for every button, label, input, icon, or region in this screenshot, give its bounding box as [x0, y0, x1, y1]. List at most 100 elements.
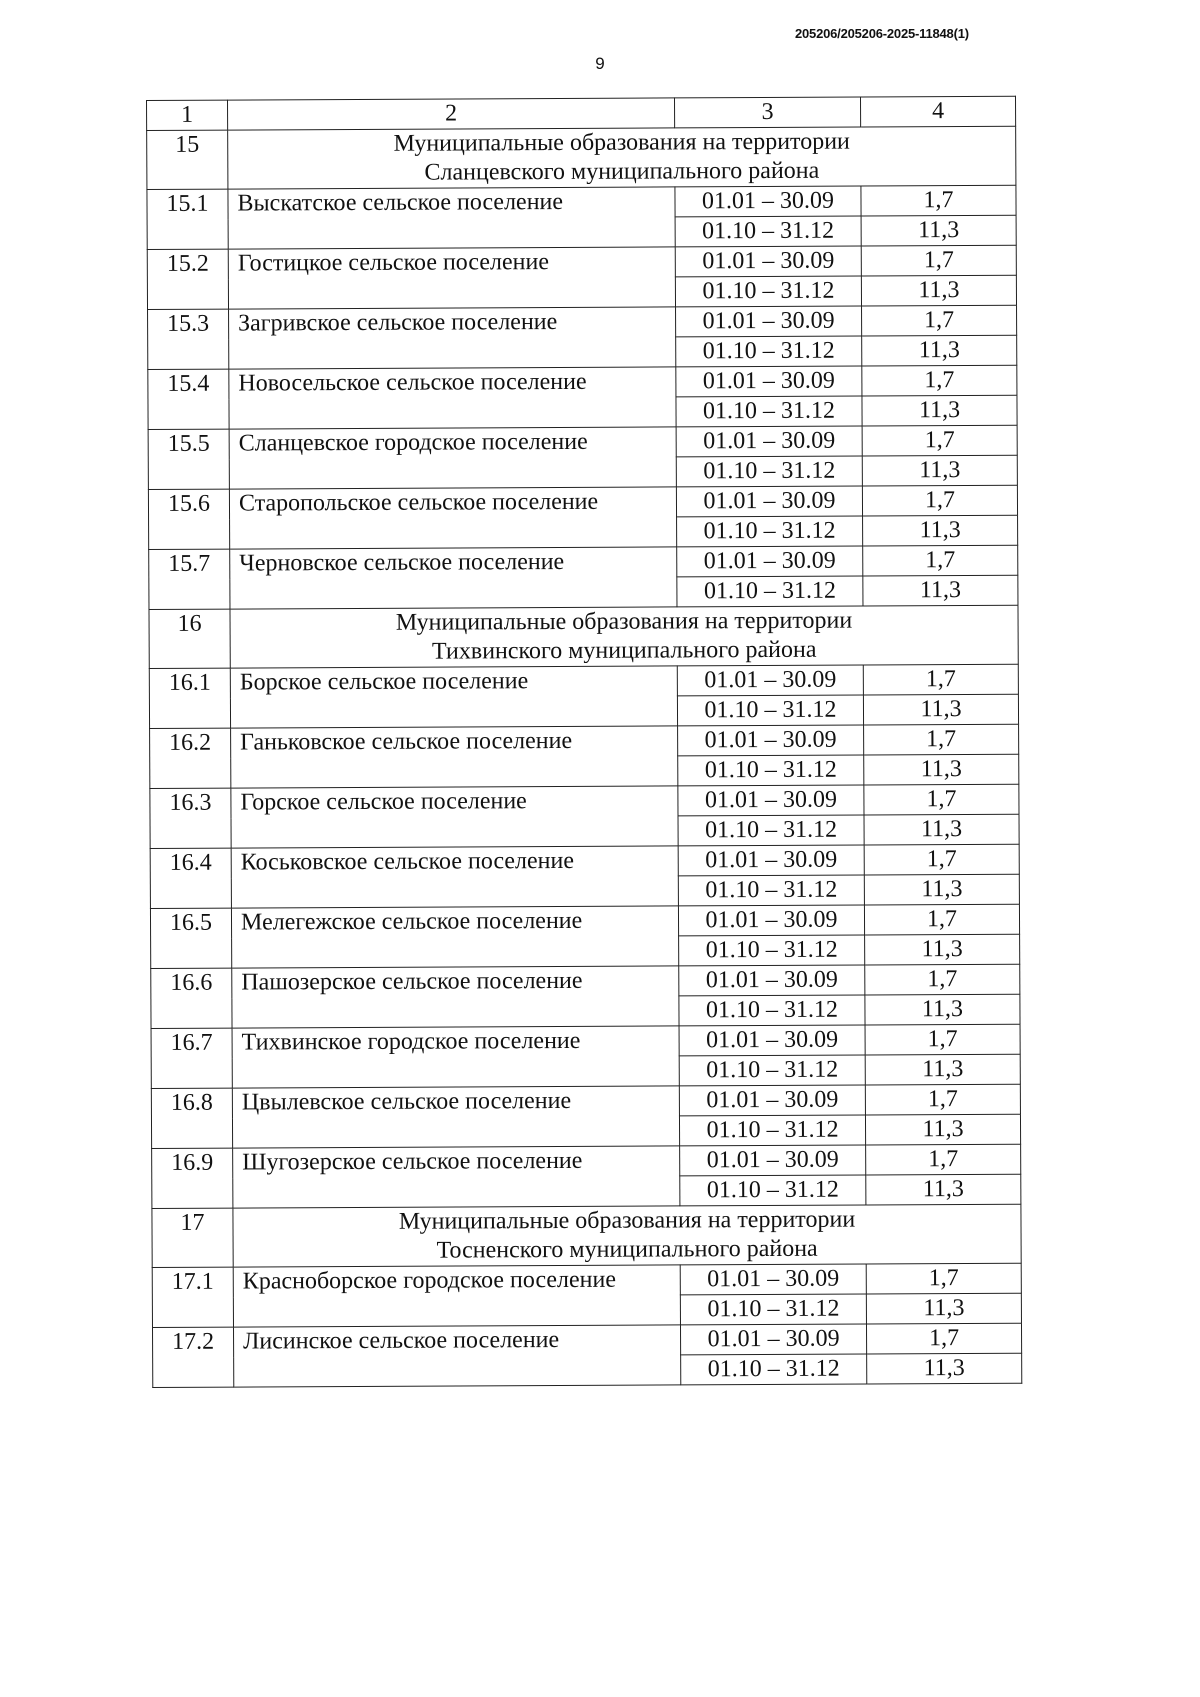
value-cell: 1,7: [865, 1024, 1021, 1055]
settlement-name: Цвылевское сельское поселение: [232, 1085, 680, 1149]
period-cell: 01.10 – 31.12: [677, 755, 864, 786]
value-cell: 11,3: [866, 1353, 1022, 1384]
period-cell: 01.01 – 30.09: [677, 725, 864, 756]
table-row: 15.2 Гостицкое сельское поселение 01.01 – …: [147, 245, 1017, 310]
row-number: 16.4: [150, 848, 232, 909]
section-title-line: Муниципальные образования на территории: [395, 607, 853, 636]
settlement-name: Ганьковское сельское поселение: [230, 725, 678, 789]
period-cell: 01.10 – 31.12: [675, 276, 862, 307]
table-row: 16.2 Ганьковское сельское поселение 01.01 …: [149, 724, 1019, 789]
table-body: 1 2 3 4 15 Муниципальные образования на т…: [146, 96, 1022, 1388]
row-number: 16.8: [151, 1088, 233, 1149]
value-cell: 1,7: [863, 724, 1019, 756]
value-cell: 11,3: [861, 335, 1017, 367]
value-cell: 1,7: [864, 844, 1020, 875]
period-cell: 01.01 – 30.09: [679, 1024, 866, 1056]
settlement-name: Гостицкое сельское поселение: [228, 246, 676, 310]
value-cell: 1,7: [865, 1084, 1021, 1115]
period-cell: 01.10 – 31.12: [678, 994, 866, 1026]
period-cell: 01.01 – 30.09: [679, 1084, 866, 1116]
row-number: 15.1: [146, 189, 229, 250]
row-number: 16.5: [150, 908, 232, 969]
settlement-name: Лисинское сельское поселение: [233, 1324, 681, 1388]
period-cell: 01.01 – 30.09: [680, 1323, 867, 1355]
section-title: Муниципальные образования на территории Т…: [232, 1204, 1022, 1268]
period-cell: 01.01 – 30.09: [678, 844, 865, 876]
period-cell: 01.01 – 30.09: [676, 546, 863, 577]
value-cell: 11,3: [864, 874, 1020, 905]
value-cell: 1,7: [863, 784, 1020, 815]
document-id: 205206/205206-2025-11848(1): [795, 26, 969, 41]
table-row: 15.1 Выскатское сельское поселение 01.01 –…: [146, 185, 1017, 250]
value-cell: 11,3: [865, 1174, 1021, 1205]
section-row: 16 Муниципальные образования на территори…: [148, 605, 1019, 669]
row-number: 16.1: [149, 668, 231, 729]
value-cell: 1,7: [866, 1323, 1022, 1354]
settlement-name: Черновское сельское поселение: [229, 546, 677, 610]
period-cell: 01.10 – 31.12: [679, 1174, 866, 1206]
period-cell: 01.01 – 30.09: [674, 186, 862, 217]
row-number: 15.7: [148, 549, 230, 610]
period-cell: 01.10 – 31.12: [676, 516, 863, 547]
row-number: 17.1: [152, 1267, 234, 1328]
table-row: 17.2 Лисинское сельское поселение 01.01 – …: [152, 1323, 1022, 1388]
value-cell: 11,3: [861, 395, 1018, 427]
value-cell: 11,3: [863, 754, 1019, 786]
settlement-name: Новосельское сельское поселение: [228, 366, 677, 430]
period-cell: 01.10 – 31.12: [680, 1293, 867, 1325]
value-cell: 1,7: [861, 305, 1017, 337]
period-cell: 01.01 – 30.09: [678, 964, 865, 996]
header-cell-2: 2: [227, 97, 675, 131]
table-row: 15.4 Новосельское сельское поселение 01.01…: [147, 365, 1017, 430]
header-cell-1: 1: [146, 100, 228, 131]
table-row: 15.5 Сланцевское городское поселение 01.01…: [148, 425, 1018, 490]
table-row: 15.3 Загривское сельское поселение 01.01 –…: [147, 305, 1017, 370]
value-cell: 1,7: [862, 485, 1018, 517]
value-cell: 1,7: [861, 245, 1017, 277]
value-cell: 11,3: [865, 1114, 1021, 1145]
period-cell: 01.01 – 30.09: [677, 665, 864, 696]
section-number: 17: [151, 1208, 234, 1268]
row-number: 15.2: [147, 249, 229, 310]
table-row: 16.5 Мелегежское сельское поселение 01.01 …: [150, 904, 1020, 969]
settlement-name: Старопольское сельское поселение: [229, 486, 677, 550]
value-cell: 1,7: [863, 664, 1019, 696]
section-number: 15: [146, 130, 228, 190]
table-row: 15.6 Старопольское сельское поселение 01.0…: [148, 485, 1018, 550]
period-cell: 01.10 – 31.12: [680, 1353, 867, 1385]
section-title-line: Муниципальные образования на территории: [398, 1206, 856, 1235]
period-cell: 01.01 – 30.09: [680, 1263, 867, 1295]
period-cell: 01.10 – 31.12: [676, 576, 863, 607]
page-number: 9: [595, 54, 605, 73]
row-number: 16.7: [151, 1028, 233, 1089]
period-cell: 01.10 – 31.12: [675, 216, 862, 247]
section-row: 15 Муниципальные образования на территори…: [146, 126, 1016, 190]
row-number: 17.2: [152, 1327, 234, 1388]
section-row: 17 Муниципальные образования на территори…: [151, 1204, 1022, 1268]
section-title: Муниципальные образования на территории Т…: [229, 605, 1019, 669]
section-title-line: Тихвинского муниципального района: [431, 636, 817, 665]
value-cell: 11,3: [862, 515, 1018, 547]
settlement-name: Выскатское сельское поселение: [227, 186, 676, 250]
table-row: 16.8 Цвылевское сельское поселение 01.01 –…: [151, 1084, 1021, 1149]
period-cell: 01.10 – 31.12: [679, 1114, 866, 1146]
settlement-name: Загривское сельское поселение: [228, 306, 676, 370]
period-cell: 01.01 – 30.09: [675, 246, 862, 277]
settlement-name: Борское сельское поселение: [230, 665, 678, 729]
value-cell: 11,3: [866, 1293, 1022, 1324]
value-cell: 11,3: [861, 215, 1017, 247]
settlement-name: Горское сельское поселение: [230, 785, 679, 849]
settlement-name: Пашозерское сельское поселение: [231, 965, 680, 1029]
row-number: 16.2: [149, 728, 231, 789]
period-cell: 01.10 – 31.12: [679, 1054, 866, 1086]
value-cell: 1,7: [862, 545, 1018, 577]
settlement-name: Шугозерское сельское поселение: [232, 1145, 680, 1209]
row-number: 16.6: [150, 968, 233, 1029]
value-cell: 11,3: [863, 694, 1019, 726]
value-cell: 1,7: [861, 365, 1017, 397]
table-row: 16.1 Борское сельское поселение 01.01 – 30…: [149, 664, 1019, 729]
value-cell: 1,7: [865, 1144, 1021, 1175]
settlement-name: Мелегежское сельское поселение: [231, 905, 679, 969]
value-cell: 1,7: [862, 425, 1018, 457]
row-number: 15.4: [147, 369, 230, 430]
